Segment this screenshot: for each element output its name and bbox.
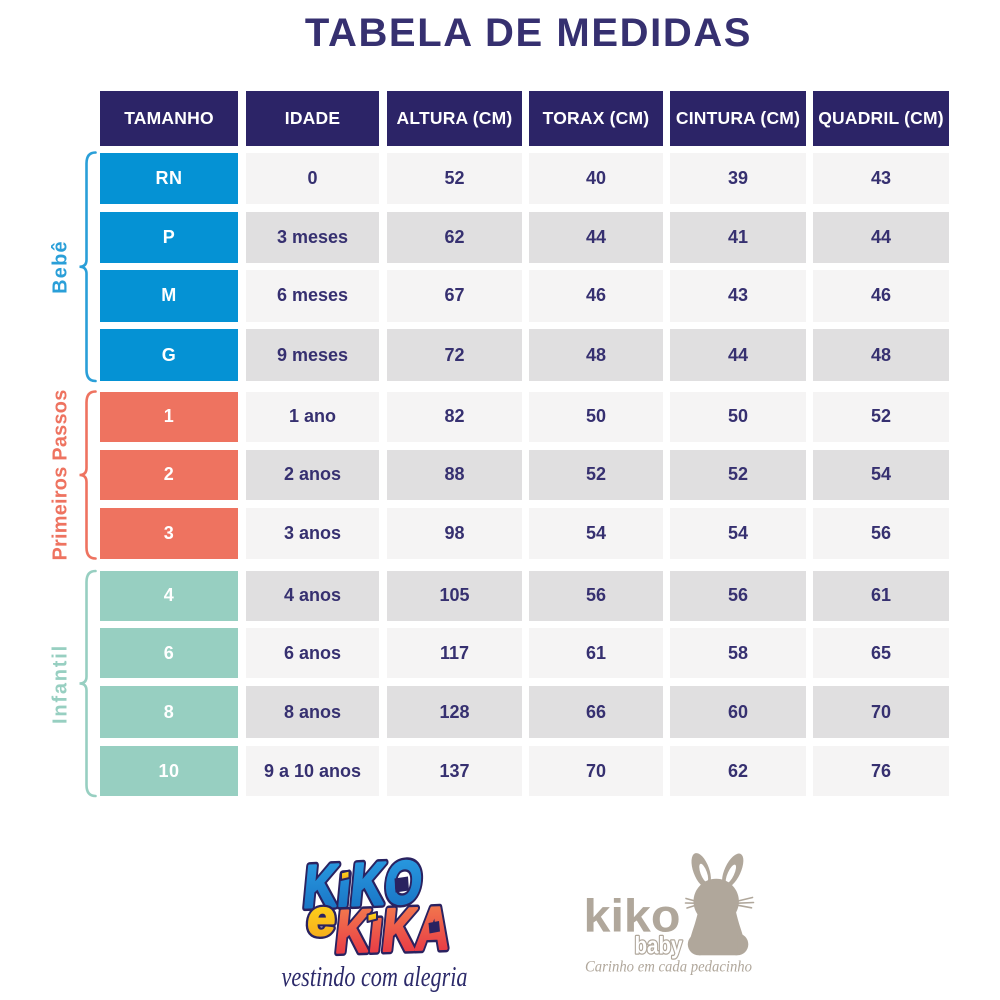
svg-text:kiko: kiko <box>584 890 681 942</box>
svg-text:vestindo com alegria: vestindo com alegria <box>282 962 468 993</box>
svg-text:baby: baby <box>635 933 684 960</box>
svg-text:Carinho em cada pedacinho: Carinho em cada pedacinho <box>585 959 752 976</box>
svg-text:e: e <box>305 890 339 946</box>
